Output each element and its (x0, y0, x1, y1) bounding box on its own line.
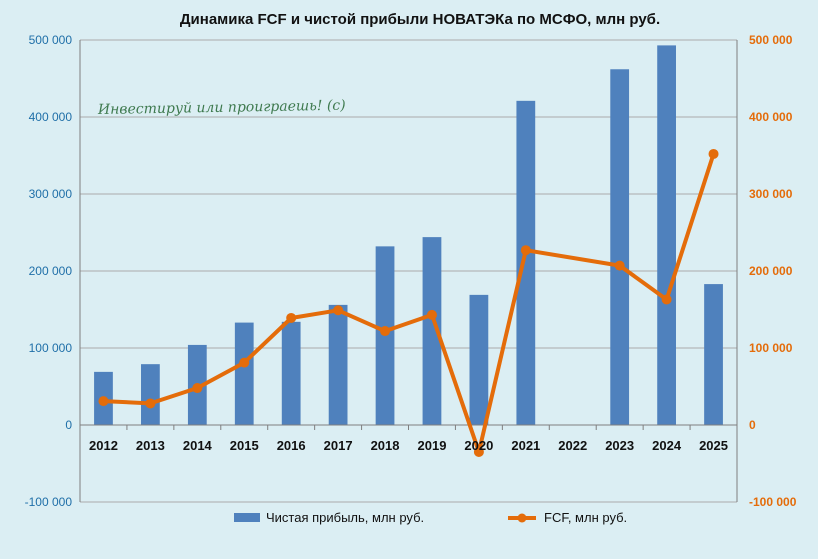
x-tick-label-2021: 2021 (511, 438, 540, 453)
bar-2017 (328, 304, 348, 425)
fcf-point-2015 (239, 357, 250, 368)
bar-2021 (516, 100, 536, 425)
legend-bar-swatch (234, 513, 260, 522)
x-tick-label-2016: 2016 (277, 438, 306, 453)
legend-line-label: FCF, млн руб. (544, 510, 627, 525)
x-axis-ticks: 2012 2013 2014 2015 2016 2017 2018 2019 2020 2021… (89, 438, 728, 453)
y-tick-label-left: -100 000 (25, 495, 73, 509)
y-tick-label-right: 100 000 (749, 341, 793, 355)
x-tick-label-2025: 2025 (699, 438, 728, 453)
y-tick-label-left: 200 000 (29, 264, 73, 278)
x-tick-label-2017: 2017 (324, 438, 353, 453)
bar-2016 (281, 321, 301, 425)
left-axis-ticks: -100 000 0 100 000 200 000 300 000 400 000 500… (25, 33, 73, 509)
fcf-point-2025 (708, 148, 719, 159)
y-tick-label-right: 200 000 (749, 264, 793, 278)
bar-2025 (704, 284, 723, 425)
x-tick-label-2014: 2014 (183, 438, 213, 453)
y-tick-label-right: 400 000 (749, 110, 793, 124)
y-tick-label-left: 300 000 (29, 187, 73, 201)
x-tick-label-2022: 2022 (558, 438, 587, 453)
y-tick-label-left: 500 000 (29, 33, 73, 47)
legend: Чистая прибыль, млн руб. FCF, млн руб. (234, 510, 627, 525)
x-tick-label-2013: 2013 (136, 438, 165, 453)
fcf-point-2023 (614, 260, 625, 271)
fcf-point-2018 (380, 326, 391, 337)
x-tick-label-2023: 2023 (605, 438, 634, 453)
x-tick-label-2015: 2015 (230, 438, 259, 453)
fcf-point-2014 (192, 383, 203, 394)
fcf-point-2012 (98, 396, 109, 407)
legend-bar-label: Чистая прибыль, млн руб. (266, 510, 424, 525)
y-tick-label-left: 100 000 (29, 341, 73, 355)
y-tick-label-right: 300 000 (749, 187, 793, 201)
x-tick-label-2012: 2012 (89, 438, 118, 453)
y-tick-label-left: 0 (65, 418, 72, 432)
bar-2013 (141, 364, 160, 425)
x-tick-label-2018: 2018 (371, 438, 400, 453)
fcf-point-2020 (473, 446, 484, 457)
bar-2019 (422, 237, 442, 425)
x-tick-label-2019: 2019 (418, 438, 447, 453)
bar-2015 (234, 322, 254, 425)
right-axis-ticks: -100 000 0 100 000 200 000 300 000 400 000 500… (749, 33, 797, 509)
legend-line-marker (517, 513, 527, 523)
watermark-text: Инвестируй или проиграешь! (с) (97, 98, 346, 118)
x-tick-label-2020: 2020 (464, 438, 493, 453)
y-tick-label-right: 0 (749, 418, 756, 432)
y-tick-label-left: 400 000 (29, 110, 73, 124)
fcf-point-2017 (333, 305, 344, 316)
fcf-point-2021 (520, 245, 531, 256)
x-tick-label-2024: 2024 (652, 438, 682, 453)
axes (79, 40, 738, 502)
fcf-point-2013 (145, 398, 156, 409)
chart-title: Динамика FCF и чистой прибыли НОВАТЭКа п… (180, 11, 660, 28)
bar-series (94, 45, 723, 425)
fcf-point-2024 (661, 294, 672, 305)
y-tick-label-right: 500 000 (749, 33, 793, 47)
y-tick-label-right: -100 000 (749, 495, 797, 509)
fcf-point-2019 (426, 309, 437, 320)
line-series (98, 148, 719, 457)
bar-2020 (469, 294, 489, 425)
bar-2024 (657, 45, 676, 425)
fcf-point-2016 (286, 312, 297, 323)
bar-2023 (610, 69, 630, 425)
